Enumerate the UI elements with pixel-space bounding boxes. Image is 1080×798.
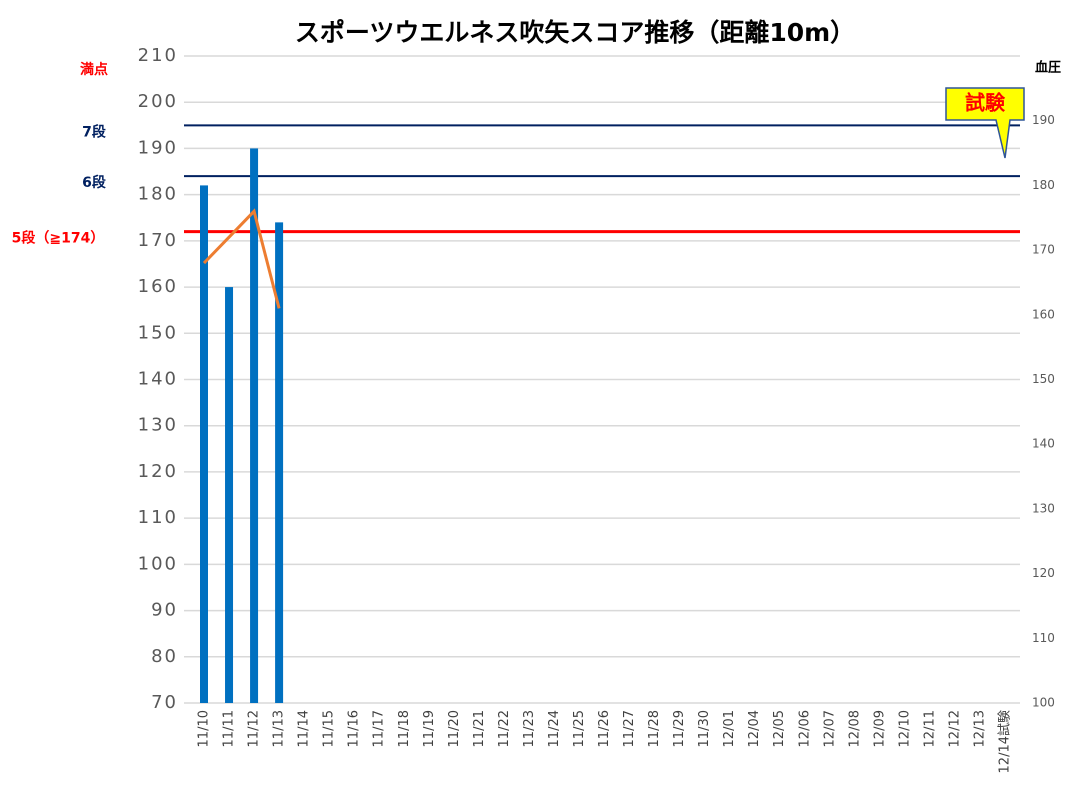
reference-label: 7段 bbox=[82, 123, 106, 140]
x-tick-label: 11/26 bbox=[597, 710, 612, 747]
y-tick-label: 190 bbox=[138, 137, 178, 158]
x-tick-label: 11/30 bbox=[697, 710, 712, 747]
y-tick-label: 80 bbox=[151, 646, 178, 667]
x-tick-label: 12/05 bbox=[772, 710, 787, 747]
bar bbox=[200, 185, 208, 703]
x-tick-label: 11/27 bbox=[622, 710, 637, 747]
x-tick-label: 11/18 bbox=[397, 710, 412, 747]
y2-tick-label: 100 bbox=[1032, 696, 1055, 710]
y-tick-label: 140 bbox=[138, 369, 178, 390]
y-tick-label: 210 bbox=[138, 45, 178, 66]
x-tick-label: 11/11 bbox=[222, 710, 237, 747]
x-tick-label: 11/13 bbox=[272, 710, 287, 747]
y-tick-label: 70 bbox=[151, 692, 178, 713]
x-tick-label: 12/09 bbox=[872, 710, 887, 747]
x-tick-label: 11/20 bbox=[447, 710, 462, 747]
y2-tick-label: 160 bbox=[1032, 307, 1055, 321]
y2-tick-label: 130 bbox=[1032, 501, 1055, 515]
callout-text: 試験 bbox=[965, 91, 1006, 115]
y2-axis-title: 血圧 bbox=[1035, 60, 1061, 76]
x-tick-label: 12/14試験 bbox=[997, 710, 1013, 773]
x-tick-label: 11/25 bbox=[572, 710, 587, 747]
x-tick-label: 11/22 bbox=[497, 710, 512, 747]
y2-tick-label: 180 bbox=[1032, 178, 1055, 192]
x-tick-label: 11/10 bbox=[197, 710, 212, 747]
y-tick-label: 130 bbox=[138, 415, 178, 436]
x-tick-label: 11/12 bbox=[247, 710, 262, 747]
callout-box bbox=[945, 87, 1025, 159]
x-tick-label: 12/07 bbox=[822, 710, 837, 747]
y2-tick-label: 190 bbox=[1032, 113, 1055, 127]
y2-tick-label: 120 bbox=[1032, 566, 1055, 580]
x-tick-label: 12/11 bbox=[922, 710, 937, 747]
x-tick-label: 11/23 bbox=[522, 710, 537, 747]
y-tick-label: 120 bbox=[138, 461, 178, 482]
reference-label: 5段（≧174） bbox=[12, 230, 105, 247]
y2-tick-label: 140 bbox=[1032, 437, 1055, 451]
x-tick-label: 11/17 bbox=[372, 710, 387, 747]
chart-title: スポーツウエルネス吹矢スコア推移（距離10m） bbox=[295, 18, 855, 47]
bar bbox=[275, 222, 284, 703]
y-tick-label: 200 bbox=[138, 91, 178, 112]
x-tick-label: 12/13 bbox=[972, 710, 987, 747]
x-tick-label: 11/16 bbox=[347, 710, 362, 747]
line-series bbox=[202, 208, 281, 309]
y2-tick-label: 170 bbox=[1032, 243, 1055, 257]
y-tick-label: 160 bbox=[138, 276, 178, 297]
x-tick-label: 12/04 bbox=[747, 710, 762, 747]
x-tick-label: 12/08 bbox=[847, 710, 862, 747]
y2-tick-label: 150 bbox=[1032, 372, 1055, 386]
y-tick-label: 110 bbox=[138, 507, 178, 528]
y-tick-label: 100 bbox=[138, 553, 178, 574]
x-tick-label: 11/14 bbox=[297, 710, 312, 747]
y2-tick-label: 110 bbox=[1032, 631, 1055, 645]
x-tick-label: 11/29 bbox=[672, 710, 687, 747]
y-tick-label: 180 bbox=[138, 184, 178, 205]
x-tick-label: 11/28 bbox=[647, 710, 662, 747]
x-tick-label: 11/24 bbox=[547, 710, 562, 747]
y-tick-label: 170 bbox=[138, 230, 178, 251]
reference-label: 満点 bbox=[80, 61, 108, 78]
x-tick-label: 11/15 bbox=[322, 710, 337, 747]
y-tick-label: 150 bbox=[138, 322, 178, 343]
bar bbox=[225, 287, 234, 703]
x-tick-label: 12/01 bbox=[722, 710, 737, 747]
x-tick-label: 12/10 bbox=[897, 710, 912, 747]
x-tick-label: 12/12 bbox=[947, 710, 962, 747]
y-tick-label: 90 bbox=[151, 600, 178, 621]
reference-label: 6段 bbox=[82, 174, 106, 191]
bar bbox=[250, 148, 259, 703]
x-tick-label: 12/06 bbox=[797, 710, 812, 747]
x-tick-label: 11/21 bbox=[472, 710, 487, 747]
x-tick-label: 11/19 bbox=[422, 710, 437, 747]
